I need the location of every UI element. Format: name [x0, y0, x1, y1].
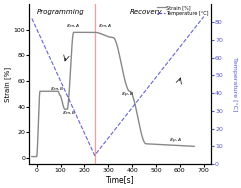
Text: $\varepsilon_{m,B}$: $\varepsilon_{m,B}$ — [62, 110, 77, 117]
Text: $\varepsilon_{m,A}$: $\varepsilon_{m,A}$ — [66, 23, 81, 30]
Text: Programming: Programming — [37, 9, 84, 15]
X-axis label: Time[s]: Time[s] — [106, 175, 134, 184]
Y-axis label: Temperature [°C]: Temperature [°C] — [232, 57, 237, 111]
Text: $\varepsilon_{p,B}$: $\varepsilon_{p,B}$ — [121, 91, 134, 100]
Text: $\varepsilon_{p,A}$: $\varepsilon_{p,A}$ — [169, 137, 182, 146]
Text: $\varepsilon_{m,A}$: $\varepsilon_{m,A}$ — [98, 23, 113, 30]
Legend: Strain [%], Temperature [°C]: Strain [%], Temperature [°C] — [157, 5, 208, 16]
Text: Recovery: Recovery — [130, 9, 163, 15]
Text: $\varepsilon_{m,B}$: $\varepsilon_{m,B}$ — [50, 86, 64, 93]
Y-axis label: Strain [%]: Strain [%] — [4, 67, 11, 102]
